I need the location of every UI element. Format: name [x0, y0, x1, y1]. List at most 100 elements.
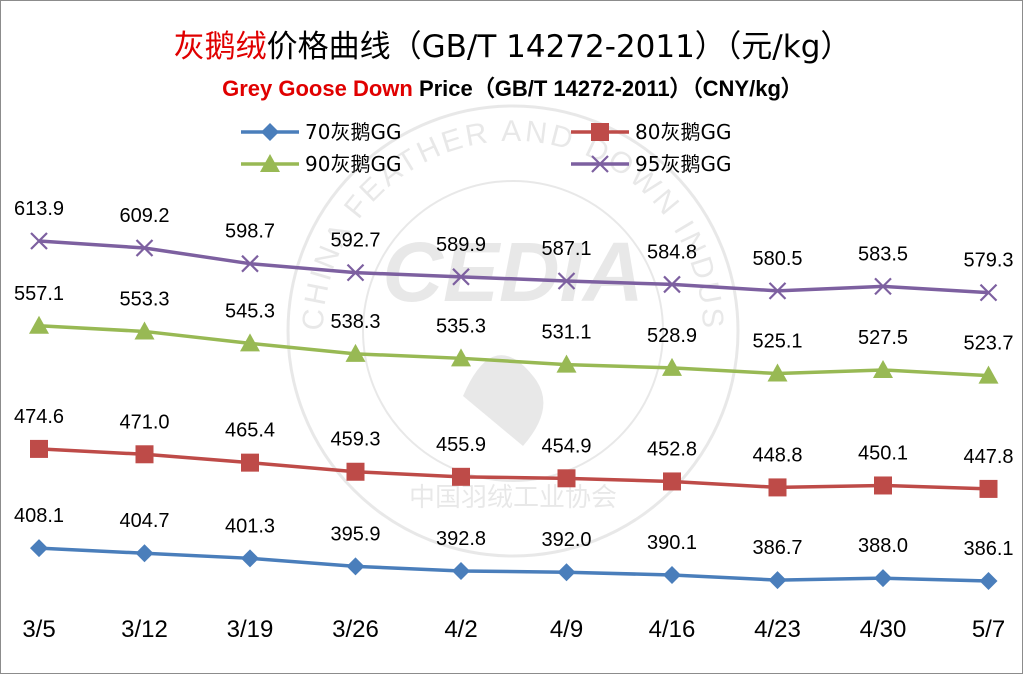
series-line [38, 239, 989, 295]
data-point-marker [557, 272, 576, 290]
data-label: 583.5 [858, 243, 908, 265]
data-label: 527.5 [858, 327, 908, 349]
data-point-marker [768, 282, 787, 300]
data-point-marker [452, 268, 470, 286]
data-label: 474.6 [14, 406, 64, 428]
data-point-marker [556, 354, 577, 373]
data-label: 465.4 [225, 420, 275, 442]
data-label: 523.7 [963, 333, 1013, 355]
data-point-marker [29, 315, 49, 334]
data-label: 609.2 [119, 205, 169, 227]
data-point-marker [241, 453, 259, 472]
data-label: 404.7 [119, 510, 169, 532]
data-label: 454.9 [541, 435, 591, 457]
data-label: 392.0 [541, 529, 591, 551]
data-point-marker [452, 562, 470, 580]
x-tick-label: 4/9 [550, 616, 583, 643]
series-layer [29, 232, 999, 590]
data-label: 535.3 [436, 315, 486, 337]
data-label: 390.1 [647, 532, 697, 554]
x-axis: 3/5 3/12 3/19 3/26 4/2 4/9 4/16 4/23 4/30 5/7 [22, 616, 1005, 643]
chart-title-cn: 灰鹅绒价格曲线（GB/T 14272-2011）（元/kg） [1, 21, 1022, 66]
data-point-marker [979, 479, 998, 498]
data-label: 528.9 [647, 325, 697, 347]
legend-label: 80灰鹅GG [635, 120, 731, 144]
data-label: 553.3 [119, 288, 169, 310]
data-point-marker [874, 277, 892, 296]
data-label: 589.9 [436, 234, 486, 256]
chart-title-cn-highlight: 灰鹅绒 [173, 29, 267, 65]
data-label: 455.9 [436, 434, 486, 456]
watermark-feather-icon [463, 355, 544, 446]
data-point-marker [662, 357, 682, 376]
data-label: 450.1 [858, 442, 908, 464]
legend-marker [261, 123, 279, 141]
x-tick-label: 4/30 [860, 616, 907, 643]
data-label: 598.7 [225, 221, 275, 243]
x-tick-label: 4/16 [649, 616, 696, 643]
data-point-marker [240, 333, 260, 352]
data-point-marker [768, 478, 787, 497]
data-point-marker [663, 472, 681, 491]
data-label: 448.8 [752, 444, 802, 466]
data-label: 386.7 [752, 537, 802, 559]
legend-label: 95灰鹅GG [635, 152, 731, 176]
series-1 [30, 539, 998, 590]
x-tick-label: 3/26 [332, 616, 379, 643]
data-point-marker [30, 539, 48, 558]
data-label: 452.8 [647, 438, 697, 460]
data-point-marker [241, 549, 259, 568]
data-label: 392.8 [436, 528, 486, 550]
data-point-marker [30, 232, 48, 250]
chart-title-en-rest: Price（GB/T 14272-2011）（CNY/kg） [412, 76, 803, 101]
x-tick-label: 3/12 [121, 616, 168, 643]
legend-entry: 80灰鹅GG [571, 120, 731, 144]
watermark-ring-text-cn: 中国羽绒工业协会 [409, 483, 617, 513]
x-tick-label: 4/2 [444, 616, 477, 643]
data-label: 587.1 [541, 238, 591, 260]
data-label: 386.1 [963, 538, 1013, 560]
series-3 [29, 315, 999, 384]
series-line [38, 546, 989, 583]
data-label: 584.8 [647, 241, 697, 263]
data-label: 459.3 [330, 429, 380, 451]
legend-label: 90灰鹅GG [305, 152, 401, 176]
data-label: 545.3 [225, 300, 275, 322]
data-label: 557.1 [14, 283, 64, 305]
data-point-marker [346, 557, 365, 576]
data-point-marker [346, 263, 365, 282]
data-point-marker [557, 469, 576, 488]
data-label: 471.0 [119, 411, 169, 433]
legend-marker [591, 155, 609, 173]
data-point-marker [135, 239, 154, 257]
data-point-marker [663, 275, 681, 294]
data-point-marker [979, 572, 998, 590]
data-point-marker [978, 365, 999, 384]
data-point-marker [241, 254, 259, 273]
series-2 [30, 439, 998, 498]
data-point-marker [557, 563, 576, 582]
data-label: 447.8 [963, 446, 1013, 468]
x-tick-label: 3/5 [22, 616, 55, 643]
series-line [38, 324, 989, 378]
data-point-marker [135, 544, 154, 563]
data-point-marker [874, 569, 892, 588]
legend-entry: 90灰鹅GG [241, 152, 401, 176]
data-point-marker [452, 467, 470, 486]
legend-entry: 95灰鹅GG [571, 152, 731, 176]
legend-label: 70灰鹅GG [305, 120, 401, 144]
chart-title-cn-rest: 价格曲线（GB/T 14272-2011）（元/kg） [266, 29, 852, 65]
data-label: 395.9 [330, 523, 380, 545]
data-label: 538.3 [330, 311, 380, 333]
data-point-marker [663, 566, 681, 585]
data-label: 579.3 [963, 250, 1013, 272]
data-point-marker [768, 571, 787, 590]
watermark-logo-text: CEDIA [382, 225, 643, 319]
legend: 70灰鹅GG 80灰鹅GG 90灰鹅GG 95灰鹅GG [241, 120, 731, 176]
data-label: 592.7 [330, 230, 380, 252]
x-tick-label: 4/23 [754, 616, 801, 643]
data-label: 613.9 [14, 198, 64, 220]
data-label: 580.5 [752, 248, 802, 270]
